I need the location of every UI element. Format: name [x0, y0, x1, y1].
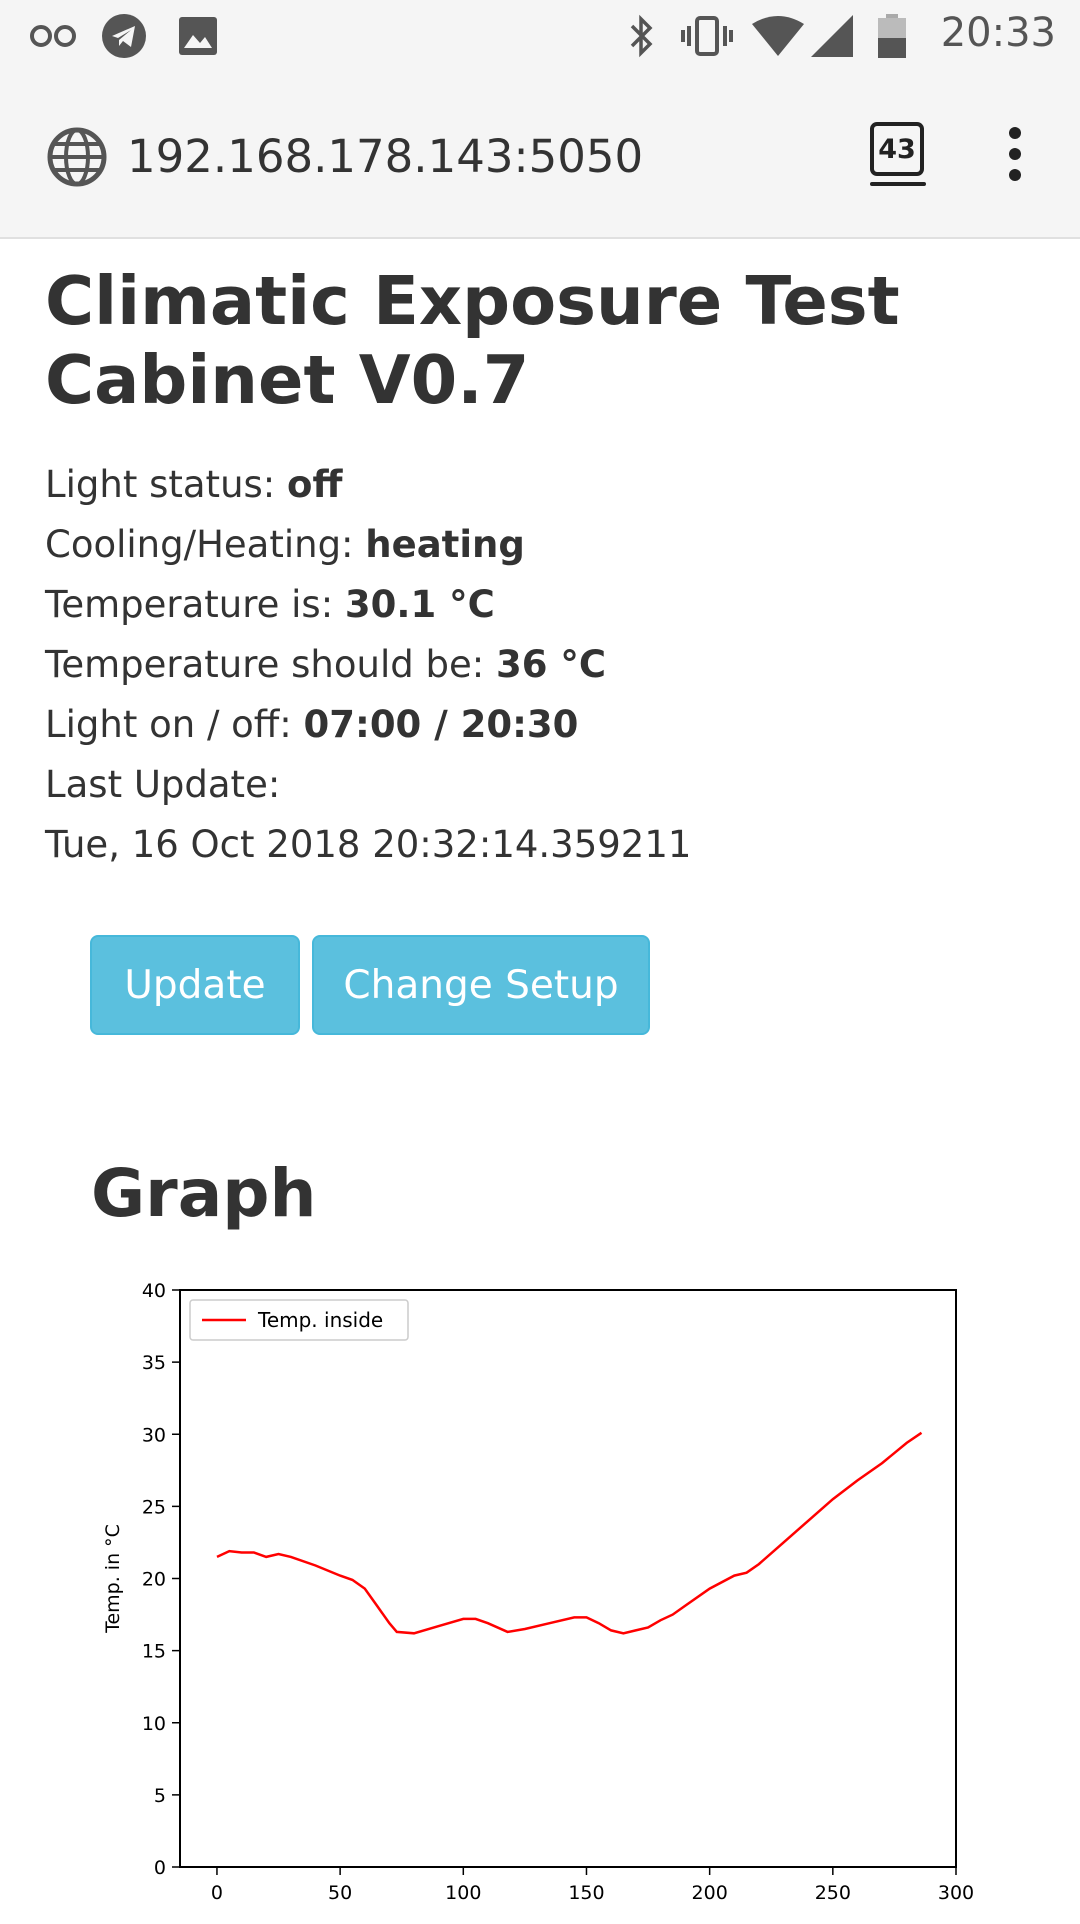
x-tick-label: 300	[938, 1882, 974, 1904]
temp-is-label: Temperature is:	[45, 583, 345, 626]
temp-should-value: 36 °C	[495, 643, 606, 686]
y-tick-label: 0	[154, 1857, 166, 1879]
page-title: Climatic Exposure Test Cabinet V0.7	[45, 262, 900, 419]
infinity-icon	[28, 14, 78, 58]
vibrate-icon	[677, 14, 737, 58]
chart-svg: 0 50 100 150 200 250 300 0 5 10 15 20 25 30 35 40 Temp. …	[102, 1280, 974, 1904]
tab-switcher-button[interactable]: 43	[870, 122, 924, 176]
temp-is-row: Temperature is: 30.1 °C	[45, 575, 691, 635]
temp-should-label: Temperature should be:	[45, 643, 496, 686]
wifi-icon	[752, 14, 804, 58]
y-tick-label: 30	[142, 1424, 166, 1446]
x-tick-label: 250	[815, 1882, 851, 1904]
globe-icon[interactable]	[46, 126, 108, 192]
x-tick-label: 200	[692, 1882, 728, 1904]
url-field[interactable]: 192.168.178.143:5050	[127, 130, 644, 183]
legend-label-temp-inside: Temp. inside	[257, 1308, 383, 1332]
light-onoff-label: Light on / off:	[45, 703, 304, 746]
y-tick-label: 10	[142, 1713, 166, 1735]
x-tick-label: 150	[568, 1882, 604, 1904]
status-info: Light status: off Cooling/Heating: heati…	[45, 455, 691, 875]
graph-heading: Graph	[91, 1155, 317, 1232]
series-line-temp-inside	[216, 1431, 923, 1635]
cooling-heating-label: Cooling/Heating:	[45, 523, 366, 566]
status-bar: 20:33	[0, 0, 1080, 72]
light-status-label: Light status:	[45, 463, 288, 506]
chart-plot-area	[179, 1289, 957, 1868]
legend-box	[189, 1299, 409, 1341]
telegram-icon	[100, 14, 148, 58]
temperature-chart: 0 50 100 150 200 250 300 0 5 10 15 20 25 30 35 40 Temp. …	[90, 1270, 990, 1924]
cooling-heating-row: Cooling/Heating: heating	[45, 515, 691, 575]
y-tick-label: 35	[142, 1352, 166, 1374]
light-status-value: off	[287, 463, 343, 506]
status-time: 20:33	[940, 10, 1056, 56]
y-tick-label: 15	[142, 1641, 166, 1663]
overflow-menu-icon[interactable]	[1003, 127, 1027, 207]
temp-is-value: 30.1 °C	[344, 583, 495, 626]
y-tick-label: 25	[142, 1496, 166, 1518]
x-tick-label: 50	[328, 1882, 352, 1904]
x-tick-label: 100	[445, 1882, 481, 1904]
light-onoff-value: 07:00 / 20:30	[303, 703, 579, 746]
y-tick-label: 20	[142, 1569, 166, 1591]
image-icon	[178, 14, 218, 58]
last-update-value: Tue, 16 Oct 2018 20:32:14.359211	[45, 823, 692, 866]
light-onoff-row: Light on / off: 07:00 / 20:30	[45, 695, 691, 755]
y-tick-label: 5	[154, 1785, 166, 1807]
light-status-row: Light status: off	[45, 455, 691, 515]
last-update-label: Last Update:	[45, 763, 281, 806]
bluetooth-icon	[625, 14, 659, 58]
y-tick-label: 40	[142, 1280, 166, 1302]
browser-toolbar: 192.168.178.143:5050 43	[0, 72, 1080, 239]
cooling-heating-value: heating	[365, 523, 525, 566]
battery-icon	[877, 14, 907, 58]
temp-should-row: Temperature should be: 36 °C	[45, 635, 691, 695]
x-tick-label: 0	[211, 1882, 223, 1904]
y-axis-label: Temp. in °C	[102, 1524, 124, 1634]
tab-switcher-underline	[870, 182, 926, 186]
update-button[interactable]: Update	[90, 935, 300, 1035]
change-setup-button[interactable]: Change Setup	[312, 935, 650, 1035]
signal-icon	[810, 14, 854, 58]
